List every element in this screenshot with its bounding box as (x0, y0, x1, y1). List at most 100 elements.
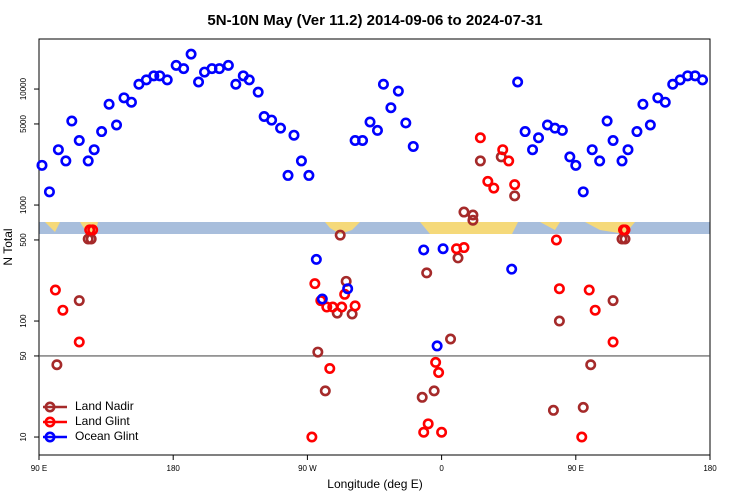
y-tick-label: 10 (19, 432, 28, 441)
legend-label: Ocean Glint (75, 429, 139, 443)
data-point (282, 169, 294, 181)
data-point (474, 155, 486, 167)
data-point (474, 132, 486, 144)
legend-label: Land Glint (75, 414, 130, 428)
y-tick-label: 1000 (19, 196, 28, 214)
data-point (418, 244, 430, 256)
data-point (509, 179, 521, 191)
data-point (96, 126, 108, 138)
data-point (458, 242, 470, 254)
data-point (467, 209, 479, 221)
data-point (309, 278, 321, 290)
data-point (570, 159, 582, 171)
data-point (161, 74, 173, 86)
data-point (497, 144, 509, 156)
data-point (589, 304, 601, 316)
data-point (342, 283, 354, 295)
data-point (607, 336, 619, 348)
data-point (66, 115, 78, 127)
data-point (275, 122, 287, 134)
data-point (334, 229, 346, 241)
data-point (316, 293, 328, 305)
x-tick-label: 0 (439, 464, 444, 473)
y-tick-label: 5000 (19, 115, 28, 133)
data-point (488, 182, 500, 194)
data-point (213, 63, 225, 75)
data-point (178, 63, 190, 75)
data-point (437, 243, 449, 255)
data-point (385, 102, 397, 114)
data-point (266, 114, 278, 126)
data-point (303, 169, 315, 181)
x-tick-label: 90 E (31, 464, 47, 473)
data-point (349, 300, 361, 312)
data-point (533, 132, 545, 144)
data-point (51, 359, 63, 371)
data-point (312, 346, 324, 358)
data-point (428, 385, 440, 397)
data-point (644, 119, 656, 131)
data-point (697, 74, 709, 86)
data-point (421, 267, 433, 279)
data-point (550, 234, 562, 246)
data-point (418, 426, 430, 438)
data-point (503, 155, 515, 167)
map-strip (39, 222, 710, 234)
data-point (553, 283, 565, 295)
data-point (422, 418, 434, 430)
data-point (527, 144, 539, 156)
x-tick-label: 180 (703, 464, 717, 473)
data-point (364, 116, 376, 128)
data-point (324, 362, 336, 374)
x-tick-label: 180 (167, 464, 181, 473)
data-point (577, 186, 589, 198)
data-point (458, 206, 470, 218)
y-tick-label: 500 (19, 233, 28, 247)
legend-marker (44, 416, 56, 428)
x-tick-label: 90 E (568, 464, 584, 473)
data-point (416, 391, 428, 403)
x-axis-label: Longitude (deg E) (327, 477, 422, 491)
legend-marker (44, 401, 56, 413)
data-point (87, 224, 99, 236)
data-point (585, 359, 597, 371)
data-point (594, 155, 606, 167)
data-point (467, 214, 479, 226)
data-point (36, 159, 48, 171)
data-point (637, 98, 649, 110)
legend-marker (44, 431, 56, 443)
data-point (577, 401, 589, 413)
data-point (73, 295, 85, 307)
data-point (607, 295, 619, 307)
plot-frame (38, 38, 711, 456)
data-point (222, 59, 234, 71)
data-point (295, 155, 307, 167)
data-point (512, 76, 524, 88)
data-point (482, 175, 494, 187)
data-point (509, 190, 521, 202)
data-point (433, 367, 445, 379)
data-point (82, 155, 94, 167)
data-point (392, 85, 404, 97)
data-point (407, 140, 419, 152)
data-point (547, 404, 559, 416)
data-point (125, 96, 137, 108)
data-point (336, 301, 348, 313)
data-point (49, 284, 61, 296)
data-point (553, 315, 565, 327)
x-tick-label: 90 W (298, 464, 317, 473)
data-point (111, 119, 123, 131)
data-point (619, 224, 631, 236)
data-point (431, 340, 443, 352)
data-point (73, 336, 85, 348)
data-point (583, 284, 595, 296)
data-point (252, 86, 264, 98)
data-point (148, 70, 160, 82)
data-point (321, 301, 333, 313)
data-point (288, 129, 300, 141)
data-point (193, 76, 205, 88)
data-point (230, 78, 242, 90)
data-point (436, 426, 448, 438)
data-point (400, 117, 412, 129)
